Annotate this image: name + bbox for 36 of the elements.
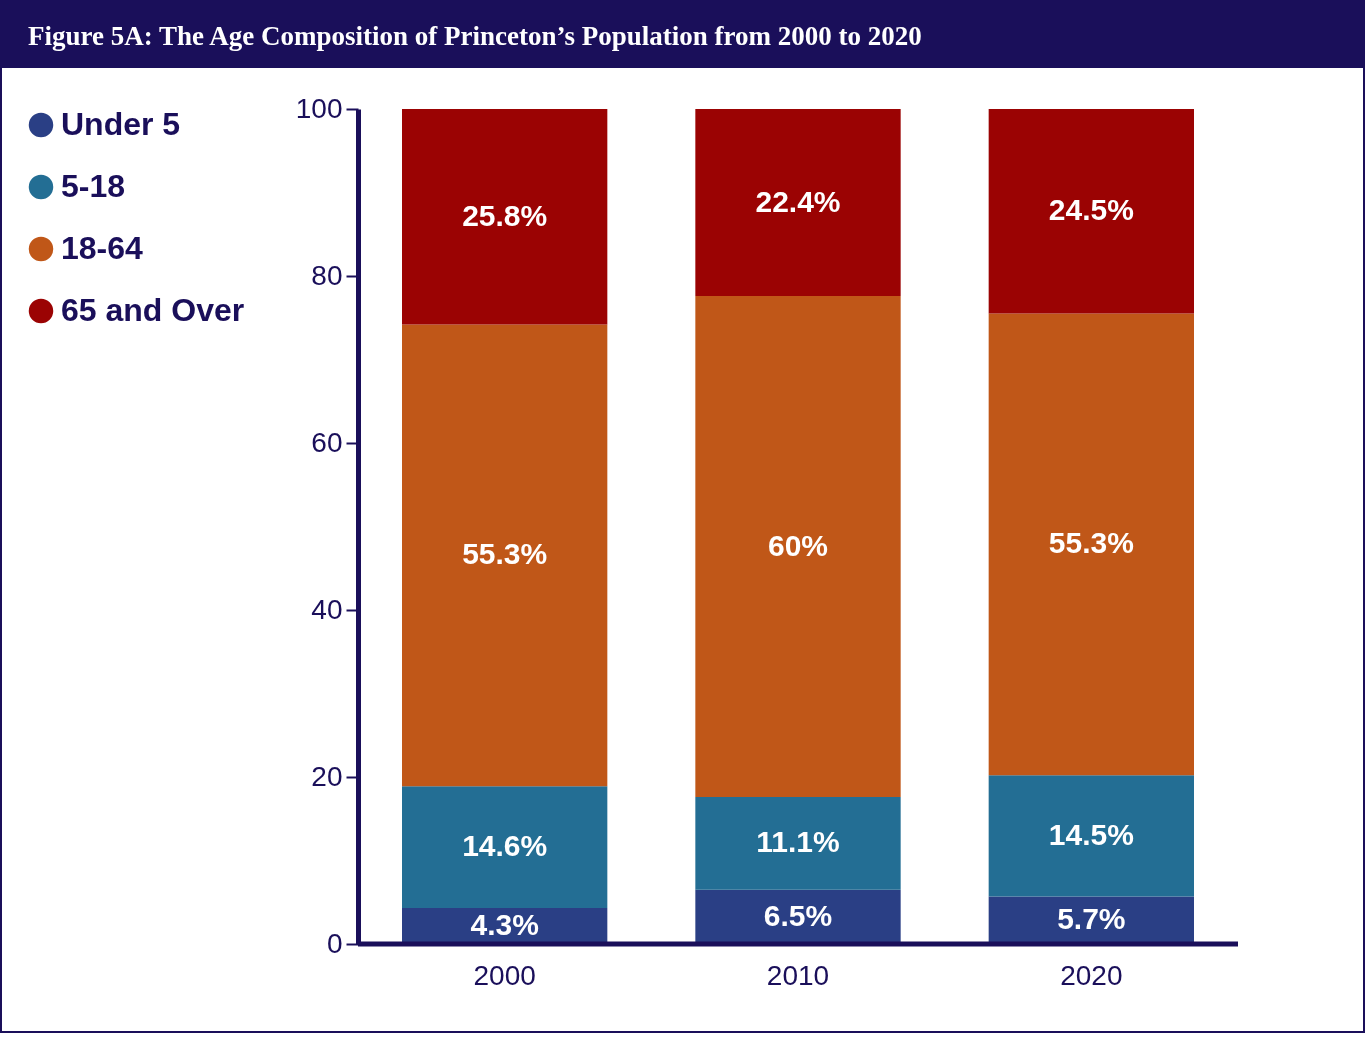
x-tick-label: 2010 — [766, 959, 830, 991]
legend-label: Under 5 — [61, 106, 181, 142]
y-tick-label: 100 — [295, 92, 343, 124]
chart-title: Figure 5A: The Age Composition of Princeton’s Population from 2000 to 2020 — [0, 0, 1365, 68]
bar — [695, 296, 901, 798]
legend-label: 18-64 — [61, 230, 144, 266]
bar — [695, 109, 901, 297]
bar — [988, 109, 1194, 314]
data-label: 60% — [767, 528, 829, 562]
data-label: 25.8% — [462, 198, 548, 232]
y-tick-label: 80 — [311, 259, 343, 291]
data-label: 14.6% — [462, 829, 548, 863]
x-tick-label: 2020 — [1060, 959, 1123, 991]
bar — [402, 324, 608, 787]
bar — [988, 775, 1194, 897]
y-tick-label: 60 — [311, 426, 343, 458]
data-label: 24.5% — [1048, 193, 1134, 227]
legend-label: 65 and Over — [61, 292, 245, 328]
data-label: 5.7% — [1057, 902, 1126, 936]
data-label: 22.4% — [755, 184, 841, 218]
bar — [402, 109, 608, 325]
data-label: 55.3% — [1048, 526, 1134, 560]
y-tick-label: 40 — [311, 593, 343, 625]
y-tick-label: 0 — [326, 927, 343, 959]
data-label: 6.5% — [763, 898, 833, 932]
legend-label: 5-18 — [61, 168, 126, 204]
bar — [402, 786, 608, 909]
x-tick-label: 2000 — [473, 959, 536, 991]
data-label: 14.5% — [1048, 817, 1134, 851]
data-label: 4.3% — [470, 908, 539, 942]
bar — [695, 797, 901, 890]
bar — [988, 313, 1194, 776]
y-tick-label: 20 — [311, 760, 343, 792]
data-label: 11.1% — [756, 825, 840, 859]
data-label: 55.3% — [462, 537, 548, 571]
bar — [988, 896, 1194, 944]
